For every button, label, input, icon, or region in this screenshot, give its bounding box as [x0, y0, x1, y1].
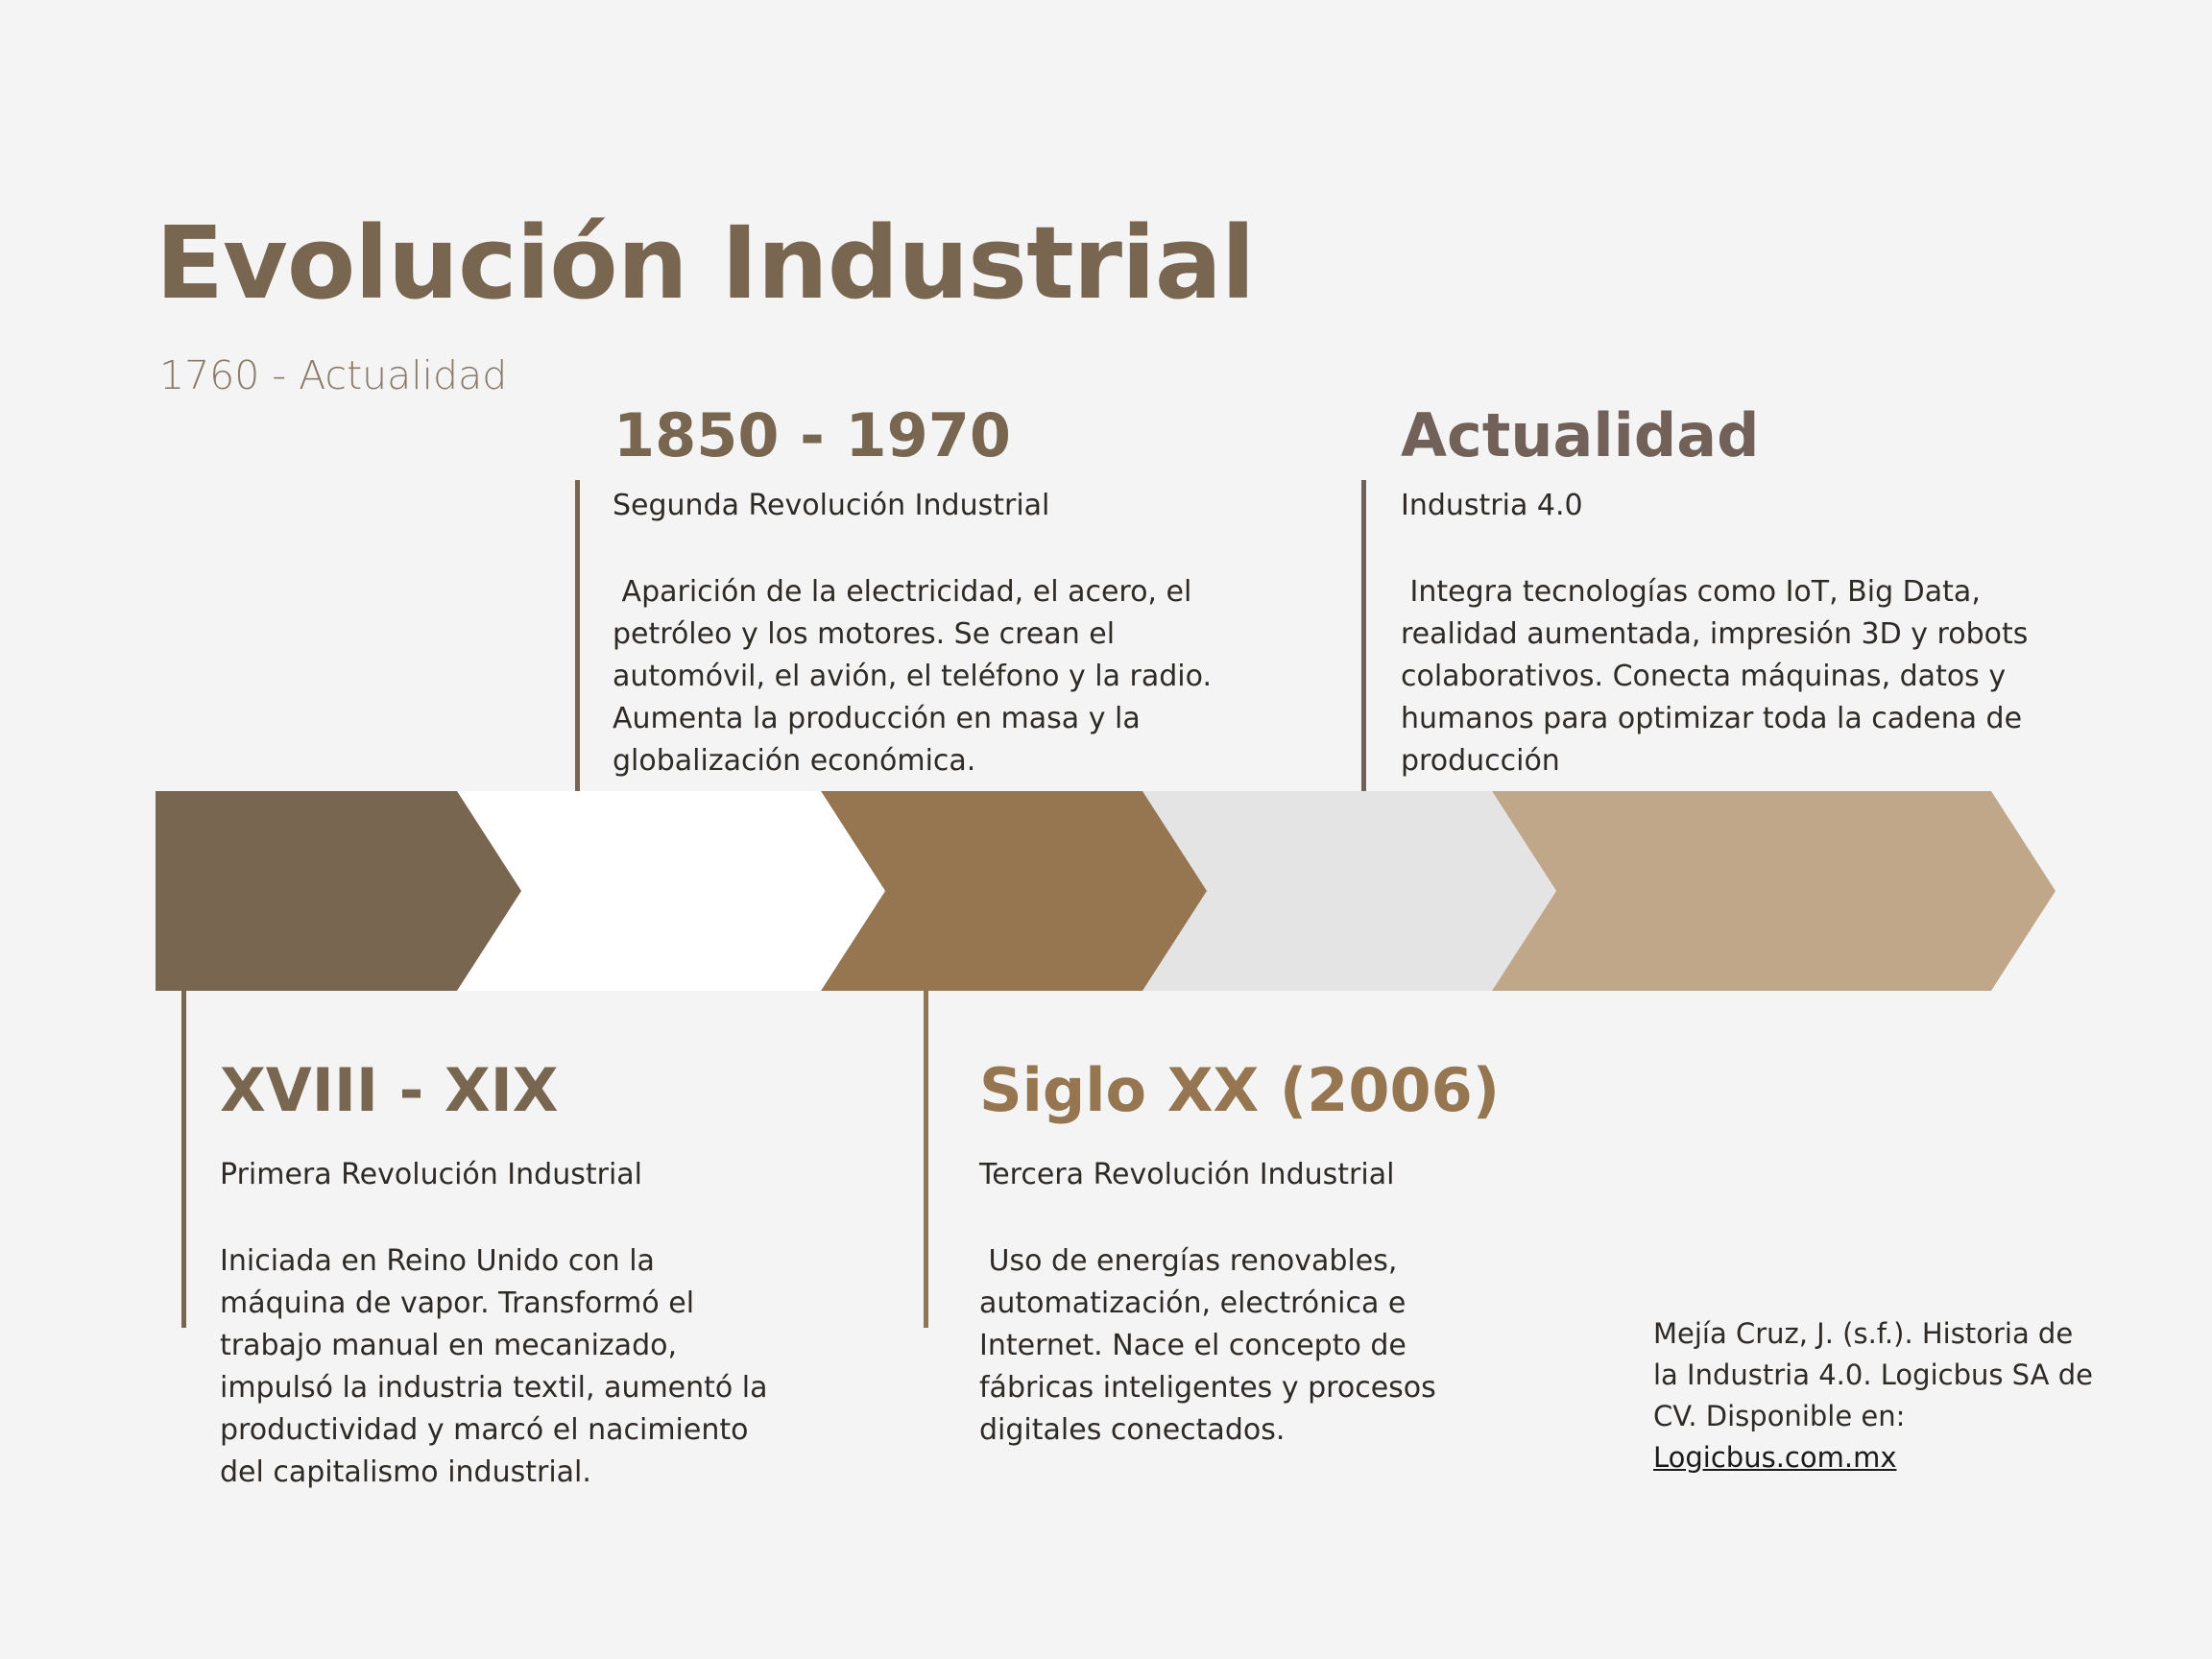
event-second-name: Segunda Revolución Industrial [613, 489, 1050, 522]
timeline-segment-2 [457, 791, 885, 991]
timeline-segment-1 [156, 791, 521, 991]
page-title: Evolución Industrial [156, 204, 1256, 322]
event-second-date: 1850 - 1970 [613, 400, 1012, 470]
connector-line-fourth [1361, 480, 1366, 791]
event-first-date: XVIII - XIX [220, 1055, 559, 1125]
event-first-name: Primera Revolución Industrial [220, 1158, 643, 1191]
timeline-segment-5 [1492, 791, 2056, 991]
citation: Mejía Cruz, J. (s.f.). Historia de la In… [1653, 1313, 2095, 1479]
connector-line-second [575, 480, 580, 791]
event-second-description: Aparición de la electricidad, el acero, … [613, 575, 1212, 778]
connector-line-first [181, 991, 186, 1328]
connector-line-third [924, 991, 928, 1328]
timeline-segment-3 [821, 791, 1207, 991]
event-fourth-date: Actualidad [1401, 400, 1760, 470]
event-third-name: Tercera Revolución Industrial [979, 1158, 1395, 1191]
citation-text: Mejía Cruz, J. (s.f.). Historia de la In… [1653, 1317, 2093, 1432]
page-subtitle: 1760 - Actualidad [159, 352, 508, 398]
event-third-description: Uso de energías renovables, automatizaci… [979, 1244, 1436, 1447]
event-first-description: Iniciada en Reino Unido con la máquina d… [220, 1244, 768, 1489]
timeline-segment-4 [1142, 791, 1556, 991]
event-fourth-name: Industria 4.0 [1401, 489, 1583, 522]
event-fourth-description: Integra tecnologías como IoT, Big Data, … [1401, 575, 2029, 778]
citation-link[interactable]: Logicbus.com.mx [1653, 1441, 1897, 1474]
event-third-date: Siglo XX (2006) [979, 1055, 1501, 1125]
